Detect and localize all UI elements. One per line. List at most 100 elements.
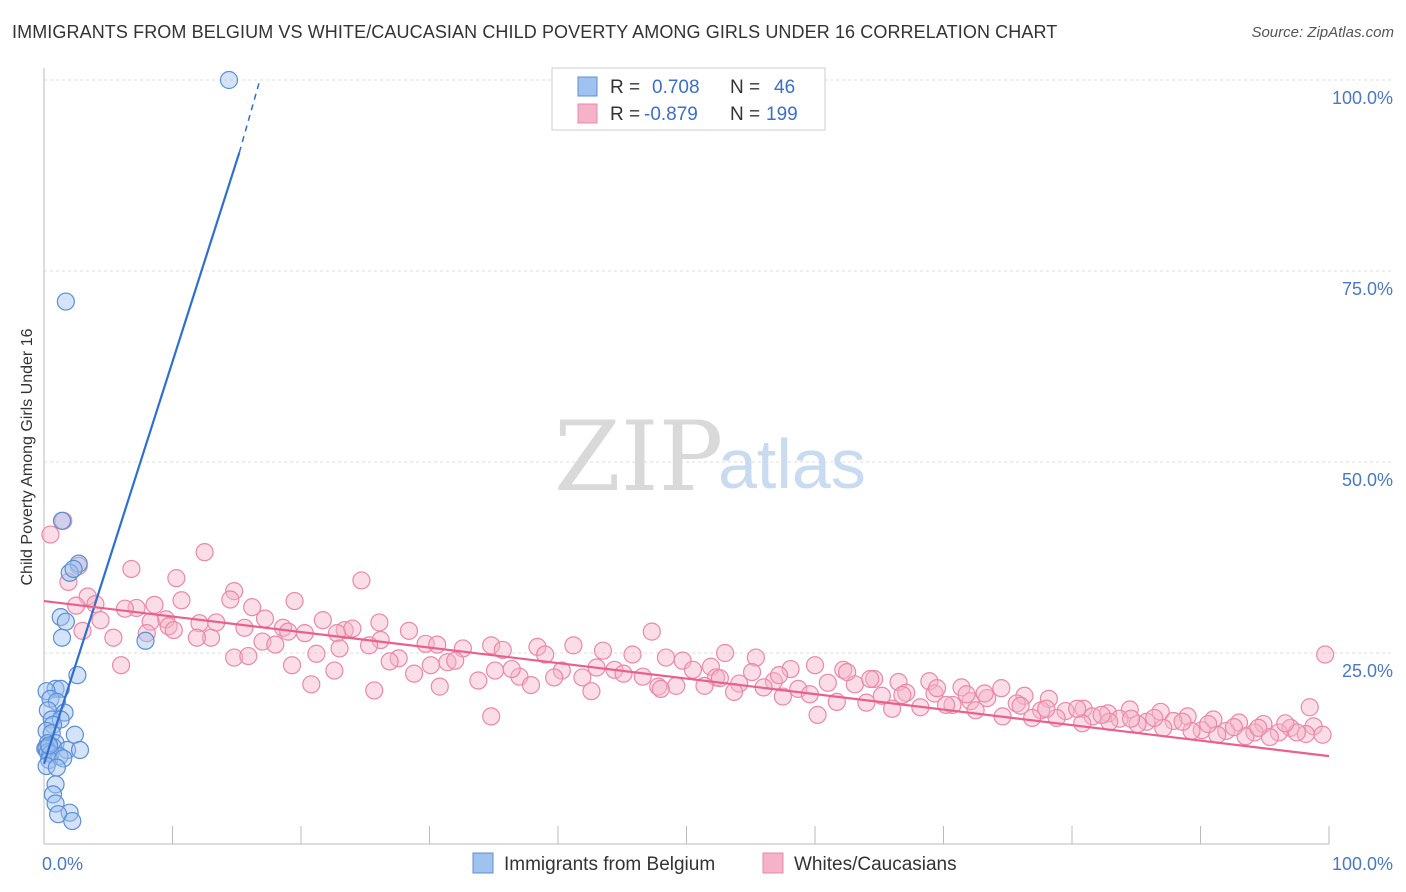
point-belgium-38 (47, 758, 66, 777)
point-whites-52 (805, 656, 825, 675)
point-whites-140 (857, 693, 876, 712)
point-whites-12 (221, 590, 240, 609)
legend-n-label-2: N = (730, 104, 760, 125)
point-whites-45 (593, 641, 613, 660)
point-whites-93 (633, 667, 652, 686)
point-whites-66 (1178, 707, 1197, 726)
point-whites-34 (399, 621, 419, 640)
point-whites-81 (325, 661, 344, 680)
point-whites-133 (667, 676, 686, 695)
point-whites-129 (545, 668, 564, 687)
point-whites-90 (552, 661, 571, 680)
point-whites-82 (343, 619, 362, 638)
y-tick-labels: 25.0% 50.0% 75.0% 100.0% (1332, 88, 1393, 681)
point-whites-137 (773, 687, 792, 706)
point-whites-184 (1249, 718, 1268, 737)
legend-n-value-2: 199 (766, 104, 798, 125)
point-whites-157 (1313, 725, 1332, 744)
point-whites-121 (137, 624, 156, 643)
bottom-legend-label-pink: Whites/Caucasians (794, 854, 957, 875)
point-whites-44 (536, 645, 555, 664)
point-whites-79 (282, 656, 302, 675)
point-whites-127 (446, 651, 465, 670)
point-whites-0 (41, 525, 60, 544)
point-whites-186 (1300, 698, 1319, 717)
point-whites-164 (582, 682, 601, 701)
point-whites-174 (975, 684, 994, 703)
point-whites-37 (428, 635, 447, 654)
point-whites-169 (838, 662, 857, 682)
y-tick-label-2: 75.0% (1342, 279, 1393, 299)
point-whites-126 (404, 664, 424, 683)
point-whites-85 (421, 656, 440, 675)
point-whites-158 (482, 707, 501, 726)
bottom-legend-swatch-blue (472, 852, 494, 874)
point-whites-167 (742, 662, 762, 682)
point-whites-50 (746, 648, 765, 667)
point-whites-74 (111, 656, 131, 675)
point-whites-25 (370, 613, 389, 632)
point-whites-86 (438, 653, 457, 672)
legend-r-label-1: R = (610, 77, 640, 98)
point-whites-182 (1199, 714, 1218, 734)
point-whites-87 (469, 671, 488, 690)
bottom-legend: Immigrants from Belgium Whites/Caucasian… (472, 852, 957, 875)
point-whites-100 (818, 673, 837, 692)
point-whites-41 (642, 622, 661, 641)
point-whites-159 (808, 705, 827, 724)
point-whites-38 (482, 636, 501, 655)
point-whites-43 (493, 640, 512, 660)
point-whites-181 (1173, 712, 1192, 731)
point-whites-146 (1023, 708, 1042, 728)
point-whites-178 (1092, 705, 1111, 724)
point-whites-161 (365, 681, 384, 700)
point-whites-120 (91, 611, 110, 630)
source-credit: Source: ZipAtlas.com (1251, 24, 1394, 41)
y-axis-label: Child Poverty Among Girls Under 16 (19, 328, 36, 585)
point-belgium-2 (52, 511, 72, 530)
point-whites-168 (769, 666, 789, 685)
grid-lines (44, 79, 1393, 654)
point-whites-77 (225, 648, 244, 667)
point-whites-15 (145, 595, 164, 614)
point-belgium-44 (63, 811, 82, 831)
point-whites-123 (266, 635, 285, 654)
point-whites-9 (225, 582, 244, 601)
watermark-atlas-text: atlas (718, 425, 866, 503)
point-whites-163 (521, 675, 541, 695)
point-whites-160 (302, 675, 321, 694)
chart-title: IMMIGRANTS FROM BELGIUM VS WHITE/CAUCASI… (12, 22, 1058, 42)
point-belgium-36 (54, 749, 73, 768)
legend-n-label-1: N = (730, 77, 760, 98)
trend-line-whites (43, 599, 1330, 758)
point-whites-144 (966, 701, 985, 720)
point-whites-49 (715, 643, 735, 663)
point-belgium-1 (56, 292, 75, 311)
watermark-zip-text: ZIP (554, 401, 723, 513)
point-belgium-5 (64, 559, 83, 579)
point-belgium-23 (65, 725, 84, 744)
point-whites-64 (1120, 700, 1139, 719)
point-whites-72 (1316, 645, 1335, 664)
point-whites-39 (528, 637, 547, 656)
point-whites-60 (1015, 686, 1034, 705)
bottom-legend-label-blue: Immigrants from Belgium (504, 854, 715, 875)
point-whites-5 (167, 569, 186, 588)
trend-lines (42, 79, 1330, 765)
point-whites-23 (313, 611, 332, 630)
point-whites-28 (235, 618, 254, 637)
point-whites-31 (104, 628, 123, 647)
point-whites-76 (187, 628, 207, 647)
point-whites-117 (1269, 723, 1288, 742)
point-belgium-8 (52, 628, 72, 647)
point-whites-51 (781, 659, 800, 679)
legend-n-value-1: 46 (774, 77, 795, 98)
point-whites-40 (564, 636, 583, 655)
point-whites-170 (861, 669, 880, 689)
trend-line-belgium (42, 152, 241, 765)
point-whites-132 (649, 677, 668, 696)
series-immigrants-belgium-points (36, 70, 239, 831)
point-whites-124 (330, 639, 349, 658)
point-whites-176 (1037, 699, 1056, 718)
